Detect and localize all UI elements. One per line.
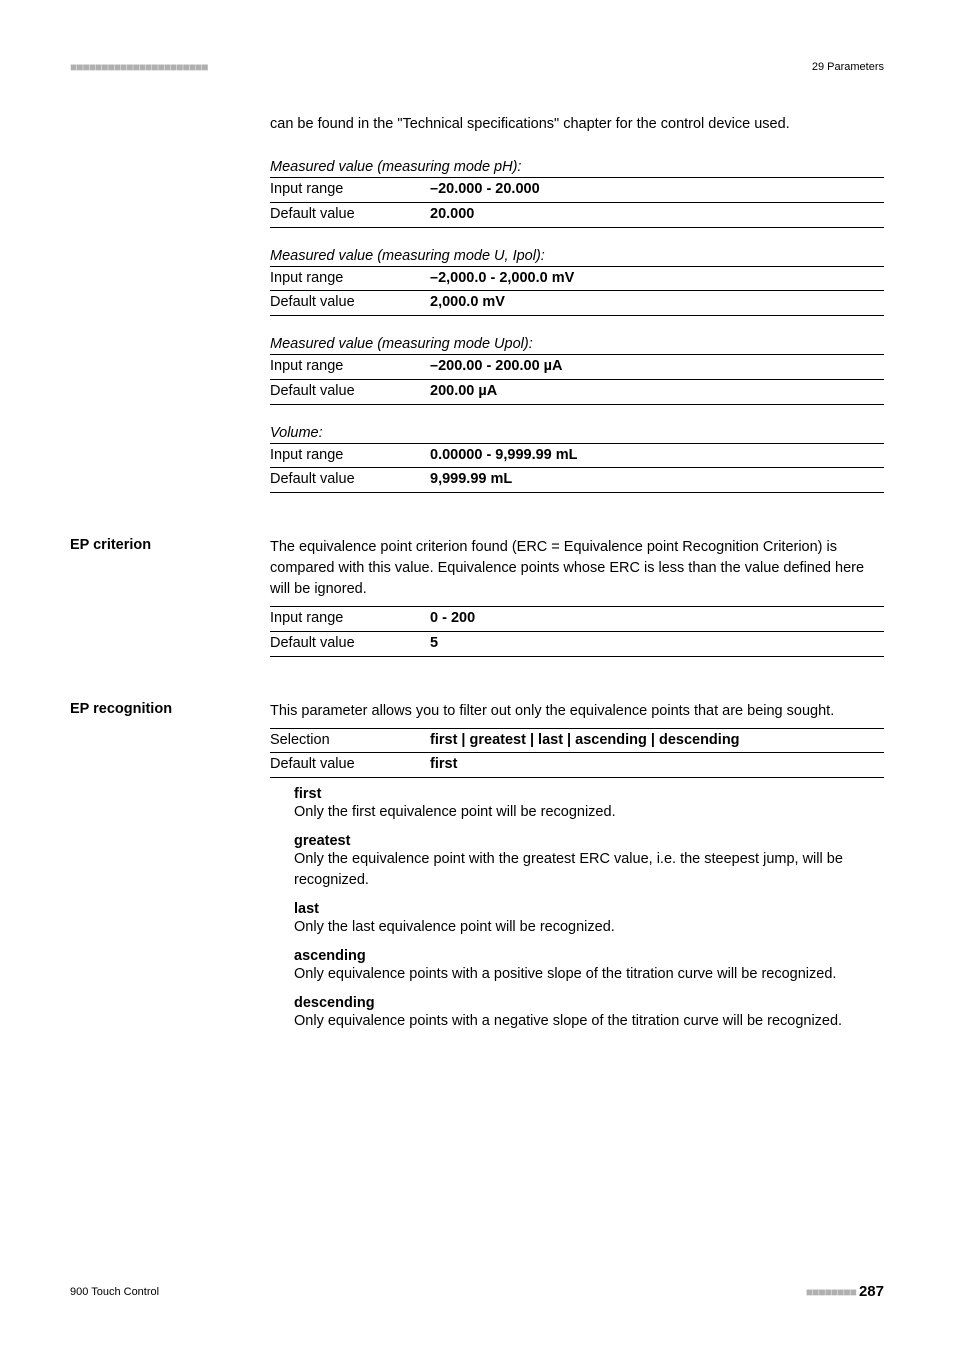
row-value: 0 - 200	[430, 608, 475, 630]
row-label: Input range	[270, 445, 430, 467]
option-desc: Only the first equivalence point will be…	[294, 802, 884, 823]
option-desc: Only the last equivalence point will be …	[294, 917, 884, 938]
option-term: ascending	[294, 948, 884, 964]
option-term: first	[294, 786, 884, 802]
section-body: This parameter allows you to filter out …	[270, 685, 884, 1043]
intro-text: can be found in the "Technical specifica…	[270, 114, 884, 135]
table-row: Selection first | greatest | last | asce…	[270, 728, 884, 754]
row-value: 5	[430, 633, 438, 655]
group-title: Measured value (measuring mode Upol):	[270, 336, 884, 352]
table-row: Default value 20.000	[270, 203, 884, 228]
row-value: 0.00000 - 9,999.99 mL	[430, 445, 578, 467]
table-row: Input range –20.000 - 20.000	[270, 177, 884, 203]
row-value: 200.00 µA	[430, 381, 497, 403]
row-label: Default value	[270, 204, 430, 226]
table-row: Default value 200.00 µA	[270, 380, 884, 405]
option-desc: Only equivalence points with a negative …	[294, 1011, 884, 1032]
option-greatest: greatest Only the equivalence point with…	[294, 833, 884, 891]
row-label: Default value	[270, 292, 430, 314]
row-value: first | greatest | last | ascending | de…	[430, 730, 740, 752]
table-row: Input range –200.00 - 200.00 µA	[270, 354, 884, 380]
page-header: ■■■■■■■■■■■■■■■■■■■■■■ 29 Parameters	[70, 60, 884, 74]
row-value: first	[430, 754, 457, 776]
table-row: Default value 9,999.99 mL	[270, 468, 884, 493]
row-value: 2,000.0 mV	[430, 292, 505, 314]
footer-dots: ■■■■■■■■	[806, 1285, 856, 1299]
header-dots: ■■■■■■■■■■■■■■■■■■■■■■	[70, 60, 207, 74]
row-label: Input range	[270, 268, 430, 290]
group-title: Measured value (measuring mode U, Ipol):	[270, 248, 884, 264]
section-desc: This parameter allows you to filter out …	[270, 701, 884, 722]
option-ascending: ascending Only equivalence points with a…	[294, 948, 884, 985]
option-term: last	[294, 901, 884, 917]
row-label: Default value	[270, 381, 430, 403]
section-body: The equivalence point criterion found (E…	[270, 521, 884, 657]
option-term: greatest	[294, 833, 884, 849]
table-row: Input range 0.00000 - 9,999.99 mL	[270, 443, 884, 469]
row-label: Default value	[270, 754, 430, 776]
row-label: Input range	[270, 179, 430, 201]
option-last: last Only the last equivalence point wil…	[294, 901, 884, 938]
table-row: Input range –2,000.0 - 2,000.0 mV	[270, 266, 884, 292]
table-row: Input range 0 - 200	[270, 606, 884, 632]
intro-block: can be found in the "Technical specifica…	[270, 114, 884, 493]
section-desc: The equivalence point criterion found (E…	[270, 537, 884, 600]
row-label: Selection	[270, 730, 430, 752]
option-term: descending	[294, 995, 884, 1011]
row-value: 9,999.99 mL	[430, 469, 512, 491]
row-label: Input range	[270, 356, 430, 378]
ep-recognition-section: EP recognition This parameter allows you…	[70, 685, 884, 1043]
page-footer: 900 Touch Control ■■■■■■■■ 287	[70, 1283, 884, 1300]
row-value: –2,000.0 - 2,000.0 mV	[430, 268, 574, 290]
measured-value-u-ipol-group: Measured value (measuring mode U, Ipol):…	[270, 248, 884, 317]
footer-left: 900 Touch Control	[70, 1286, 159, 1298]
row-value: –20.000 - 20.000	[430, 179, 540, 201]
section-heading: EP criterion	[70, 521, 270, 657]
table-row: Default value 5	[270, 632, 884, 657]
footer-page: 287	[859, 1283, 884, 1300]
row-label: Default value	[270, 469, 430, 491]
volume-group: Volume: Input range 0.00000 - 9,999.99 m…	[270, 425, 884, 494]
measured-value-ph-group: Measured value (measuring mode pH): Inpu…	[270, 159, 884, 228]
table-row: Default value first	[270, 753, 884, 778]
measured-value-upol-group: Measured value (measuring mode Upol): In…	[270, 336, 884, 405]
group-title: Volume:	[270, 425, 884, 441]
row-value: 20.000	[430, 204, 474, 226]
section-heading: EP recognition	[70, 685, 270, 1043]
ep-criterion-section: EP criterion The equivalence point crite…	[70, 521, 884, 657]
footer-right: ■■■■■■■■ 287	[806, 1283, 884, 1300]
row-label: Default value	[270, 633, 430, 655]
option-desc: Only equivalence points with a positive …	[294, 964, 884, 985]
table-row: Default value 2,000.0 mV	[270, 291, 884, 316]
header-chapter: 29 Parameters	[812, 61, 884, 73]
option-first: first Only the first equivalence point w…	[294, 786, 884, 823]
group-title: Measured value (measuring mode pH):	[270, 159, 884, 175]
option-desc: Only the equivalence point with the grea…	[294, 849, 884, 891]
row-value: –200.00 - 200.00 µA	[430, 356, 563, 378]
option-descending: descending Only equivalence points with …	[294, 995, 884, 1032]
row-label: Input range	[270, 608, 430, 630]
